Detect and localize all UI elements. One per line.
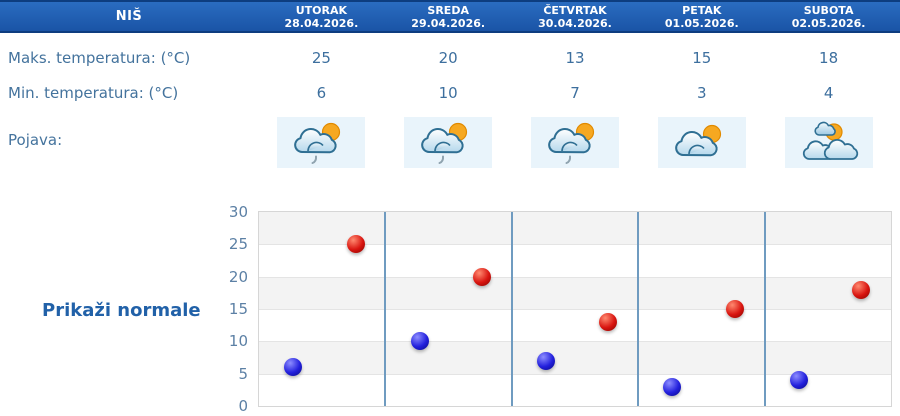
day-name: PETAK: [682, 4, 722, 17]
y-axis-tick-label: 20: [228, 267, 248, 286]
forecast-header-bar: NIŠ UTORAK 28.04.2026. SREDA 29.04.2026.…: [0, 0, 900, 33]
chart-band: [259, 244, 891, 277]
weather-icon-day5: [784, 117, 873, 168]
chart-band: [259, 373, 891, 406]
max-temp-point: [725, 300, 744, 318]
min-temp-value: 7: [570, 84, 580, 102]
day-header-petak: PETAK 01.05.2026.: [638, 3, 765, 30]
weather-icon-day3: [530, 117, 619, 168]
min-temp-value: 10: [438, 84, 458, 102]
min-temp-value: 4: [823, 84, 834, 102]
sun-cloud-drizzle-icon: [538, 121, 612, 165]
max-temp-point: [599, 312, 618, 331]
weather-icon-day4: [657, 117, 746, 168]
chart-gridline: [259, 244, 891, 246]
min-temp-point: [410, 332, 429, 351]
min-temp-point: [789, 371, 808, 390]
max-temp-label: Maks. temperatura: (°C): [8, 49, 191, 67]
day-name: SREDA: [427, 4, 469, 17]
min-temp-label: Min. temperatura: (°C): [8, 84, 179, 102]
y-axis-tick-label: 0: [238, 397, 248, 415]
max-temp-point: [346, 235, 365, 254]
chart-gridline: [259, 309, 891, 310]
min-temp-point: [663, 377, 682, 396]
sun-cloud-icon: [665, 121, 739, 165]
max-temp-value: 25: [311, 49, 331, 67]
min-temp-point: [284, 358, 303, 377]
sun-clouds-icon: [792, 121, 866, 165]
chart-day-separator: [763, 212, 766, 406]
day-header-subota: SUBOTA 02.05.2026.: [765, 3, 892, 30]
chart-band: [259, 341, 891, 374]
y-axis-tick-label: 25: [228, 235, 248, 254]
day-header-sreda: SREDA 29.04.2026.: [385, 3, 512, 30]
min-temp-row: 6 10 7 3 4: [258, 84, 892, 102]
chart-band: [259, 212, 891, 245]
day-date: 30.04.2026.: [538, 17, 612, 30]
chart-day-separator: [637, 212, 640, 406]
day-name: ČETVRTAK: [543, 4, 607, 17]
max-temp-value: 20: [438, 49, 458, 67]
day-date: 29.04.2026.: [411, 17, 486, 30]
sun-cloud-drizzle-icon: [411, 121, 485, 165]
pojava-label: Pojava:: [8, 131, 63, 149]
day-date: 28.04.2026.: [284, 17, 359, 30]
chart-gridline: [259, 276, 891, 278]
temperature-scatter-chart: [258, 211, 892, 407]
y-axis-tick-label: 10: [228, 332, 248, 351]
y-axis-tick-label: 15: [228, 300, 248, 318]
day-date: 02.05.2026.: [791, 17, 866, 30]
chart-gridline: [259, 341, 891, 343]
max-temp-row: 25 20 13 15 18: [258, 49, 892, 67]
chart-day-separator: [384, 212, 387, 406]
weather-icon-day1: [277, 117, 366, 168]
y-axis-tick-label: 5: [238, 364, 248, 383]
min-temp-point: [536, 351, 555, 370]
chart-gridline: [259, 373, 891, 375]
max-temp-point: [473, 267, 492, 286]
max-temp-value: 15: [692, 49, 712, 67]
pojava-row: [258, 117, 892, 168]
day-name: UTORAK: [295, 4, 348, 17]
day-header-utorak: UTORAK 28.04.2026.: [258, 3, 385, 30]
max-temp-value: 13: [565, 49, 585, 67]
max-temp-value: 18: [819, 49, 839, 67]
max-temp-point: [852, 280, 871, 299]
show-normals-link[interactable]: Prikaži normale: [42, 300, 201, 321]
day-name: SUBOTA: [803, 4, 854, 17]
chart-band: [259, 276, 891, 309]
y-axis-tick-label: 30: [228, 203, 248, 221]
weather-icon-day2: [404, 117, 493, 168]
day-date: 01.05.2026.: [664, 17, 739, 30]
chart-band: [259, 309, 891, 342]
location-title: NIŠ: [115, 9, 143, 24]
chart-day-separator: [510, 212, 513, 406]
chart-y-axis: 0 5 10 15 20 25 30: [0, 203, 252, 415]
min-temp-value: 6: [316, 84, 327, 102]
sun-cloud-drizzle-icon: [284, 121, 358, 165]
min-temp-value: 3: [697, 84, 707, 102]
day-header-cetvrtak: ČETVRTAK 30.04.2026.: [512, 3, 639, 30]
